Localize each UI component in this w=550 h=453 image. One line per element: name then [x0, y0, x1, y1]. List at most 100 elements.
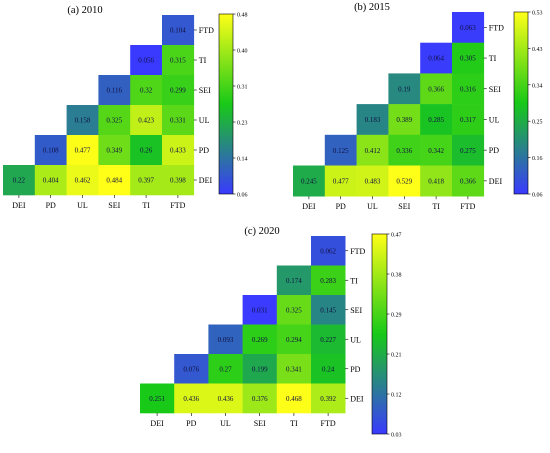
heatmap-cell [420, 104, 453, 136]
cell-value-label: 0.389 [396, 116, 412, 124]
cell-value-label: 0.317 [460, 116, 476, 124]
cell-value-label: 0.056 [138, 57, 154, 65]
heatmap-cell [98, 135, 131, 166]
heatmap-cell [242, 354, 278, 384]
heatmap-cell [452, 42, 485, 74]
cell-value-label: 0.285 [428, 116, 444, 124]
cell-value-label: 0.397 [138, 177, 154, 185]
heatmap-cell [66, 135, 99, 166]
colorbar-tick-label: 0.06 [532, 193, 543, 199]
cell-value-label: 0.418 [428, 177, 444, 185]
heatmap-cell [324, 134, 357, 166]
heatmap-cell [311, 383, 346, 414]
panel-title: (c) 2020 [244, 226, 279, 237]
cell-value-label: 0.125 [333, 147, 349, 155]
colorbar-tick-label: 0.53 [532, 11, 543, 17]
heatmap-cell [356, 134, 389, 166]
heatmap-cell [66, 105, 99, 136]
cell-value-label: 0.116 [107, 87, 123, 95]
cell-value-label: 0.331 [170, 117, 186, 125]
x-tick-label: SEI [108, 201, 120, 210]
cell-value-label: 0.483 [365, 177, 381, 185]
cell-value-label: 0.108 [43, 147, 59, 155]
cell-value-label: 0.305 [460, 55, 476, 63]
cell-value-label: 0.269 [252, 336, 268, 344]
cell-value-label: 0.158 [75, 117, 91, 125]
cell-value-label: 0.468 [286, 395, 302, 403]
colorbar-tick-label: 0.34 [532, 83, 543, 89]
y-tick-label: SEI [199, 86, 211, 95]
x-tick-label: SEI [254, 419, 266, 428]
colorbar-tick-label: 0.29 [391, 313, 402, 319]
y-tick-label: PD [489, 146, 499, 155]
heatmap-cell [174, 354, 209, 384]
y-tick-label: FTD [199, 26, 214, 35]
cell-value-label: 0.062 [320, 247, 336, 255]
x-tick-label: UL [77, 201, 88, 210]
cell-value-label: 0.349 [106, 147, 122, 155]
heatmap-cell [324, 165, 357, 197]
colorbar-tick-label: 0.16 [532, 156, 543, 162]
y-tick-label: SEI [350, 306, 362, 315]
heatmap-cell [452, 134, 485, 166]
heatmap-cell [162, 135, 195, 166]
cell-value-label: 0.32 [140, 87, 153, 95]
heatmap-cell [208, 354, 243, 384]
heatmap-cell [388, 134, 421, 166]
y-tick-label: TI [350, 276, 358, 285]
cell-value-label: 0.19 [398, 85, 411, 93]
heatmap-cell [34, 135, 67, 166]
heatmap-cell [130, 105, 163, 136]
heatmap-cell [174, 383, 209, 414]
x-tick-label: TI [432, 202, 440, 211]
heatmap-cell [34, 165, 67, 196]
cell-value-label: 0.24 [322, 365, 335, 373]
x-tick-label: PD [186, 419, 196, 428]
heatmap-cell [276, 295, 312, 325]
colorbar [371, 233, 388, 435]
heatmap-cell [130, 135, 163, 166]
y-tick-label: TI [489, 54, 497, 63]
heatmap-cell [388, 73, 421, 105]
cell-value-label: 0.093 [218, 336, 234, 344]
heatmap-cell [276, 354, 312, 384]
y-tick-label: UL [489, 115, 500, 124]
heatmap-cell [162, 45, 195, 76]
y-tick-label: DEI [199, 176, 213, 185]
heatmap-panel-3: (c) 2020 0.062 0.174 0.283 0.031 0.325 0.145 0.… [140, 226, 402, 439]
heatmap-cell [242, 383, 278, 414]
y-tick-label: SEI [489, 85, 501, 94]
y-tick-label: UL [350, 335, 361, 344]
cell-value-label: 0.392 [320, 395, 336, 403]
heatmap-cell [311, 324, 346, 355]
heatmap-cell [311, 236, 346, 266]
cell-value-label: 0.433 [170, 147, 186, 155]
cell-value-label: 0.376 [252, 395, 268, 403]
cell-value-label: 0.315 [170, 57, 186, 65]
x-tick-label: TI [142, 201, 150, 210]
cell-value-label: 0.174 [286, 277, 302, 285]
cell-value-label: 0.064 [428, 55, 444, 63]
cell-value-label: 0.423 [138, 117, 154, 125]
cell-value-label: 0.412 [365, 147, 381, 155]
cell-value-label: 0.477 [75, 147, 91, 155]
cell-value-label: 0.529 [396, 177, 412, 185]
heatmap-cell [162, 165, 195, 196]
colorbar-tick-label: 0.23 [237, 121, 248, 127]
panel-title: (a) 2010 [67, 5, 102, 16]
x-tick-label: TI [290, 419, 298, 428]
y-tick-label: UL [199, 116, 210, 125]
cell-value-label: 0.341 [286, 365, 302, 373]
colorbar-tick-label: 0.25 [532, 120, 543, 126]
cell-value-label: 0.404 [43, 177, 59, 185]
x-tick-label: UL [220, 419, 231, 428]
colorbar-tick-label: 0.43 [532, 47, 543, 53]
heatmap-cell [130, 45, 163, 76]
cell-value-label: 0.26 [140, 147, 153, 155]
cell-value-label: 0.199 [252, 365, 268, 373]
colorbar-tick-label: 0.31 [237, 85, 248, 91]
heatmap-cell [276, 324, 312, 355]
colorbar-tick-label: 0.03 [391, 433, 402, 439]
heatmap-cell [388, 165, 421, 197]
